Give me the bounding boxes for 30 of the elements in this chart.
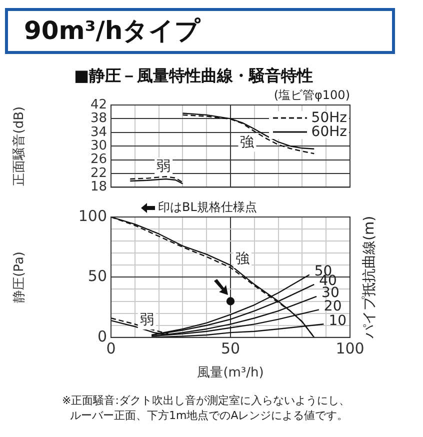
text: 印はBL規格仕様点: [158, 199, 257, 216]
y-axis-title: 正面騒音(dB): [12, 106, 28, 186]
annotation: 弱: [156, 158, 171, 174]
y-axis-title: 静圧(Pa): [12, 252, 28, 303]
text: ルーバー正面、下方1m地点でのAレンジによる値です。: [70, 408, 348, 423]
y-tick-label: 42: [90, 97, 107, 112]
chart-title: 90m³/hタイプ: [5, 8, 395, 54]
annotation: 強: [240, 134, 254, 150]
annotation: 強: [235, 250, 250, 267]
text: (塩ビ管φ100): [274, 87, 350, 104]
legend-label: 50Hz: [311, 110, 347, 126]
y-tick-label: 34: [90, 124, 107, 140]
y-tick-label: 50: [88, 267, 107, 286]
x-tick-label: 100: [336, 339, 364, 358]
y-tick-label: 22: [90, 166, 107, 181]
text: ※正面騒音:ダクト吹出し音が測定室に入らないようにし、: [62, 393, 350, 408]
series-label: 10: [328, 312, 347, 329]
y-tick-label: 38: [90, 111, 107, 126]
x-axis-title: 風量(m³/h): [197, 366, 264, 381]
legend-label: 60Hz: [311, 124, 347, 140]
annotation: 弱: [140, 312, 154, 328]
y-tick-label: 0: [97, 327, 107, 346]
x-tick-label: 50: [220, 339, 240, 358]
series-label: 20: [324, 298, 342, 314]
y-tick-label: 26: [90, 152, 107, 168]
y-tick-label: 18: [90, 180, 107, 195]
y2-axis-title: パイプ抵抗曲線(m): [362, 216, 378, 340]
y-tick-label: 30: [90, 138, 107, 154]
y-tick-label: 100: [78, 206, 107, 225]
chart-subtitle: ■静圧－風量特性曲線・騒音特性: [74, 66, 314, 87]
